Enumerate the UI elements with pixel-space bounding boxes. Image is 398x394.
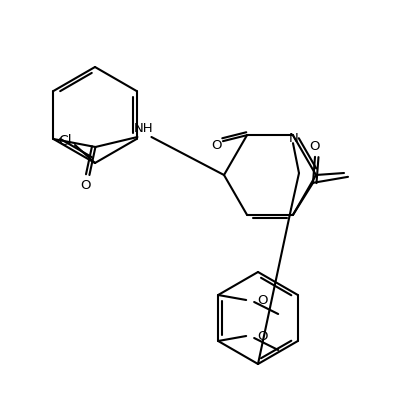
Text: Cl: Cl <box>58 134 72 148</box>
Text: O: O <box>212 139 222 152</box>
Text: O: O <box>257 329 267 342</box>
Text: O: O <box>257 294 267 307</box>
Text: N: N <box>289 132 299 145</box>
Text: NH: NH <box>134 123 153 136</box>
Text: O: O <box>310 140 320 153</box>
Text: O: O <box>80 178 91 191</box>
